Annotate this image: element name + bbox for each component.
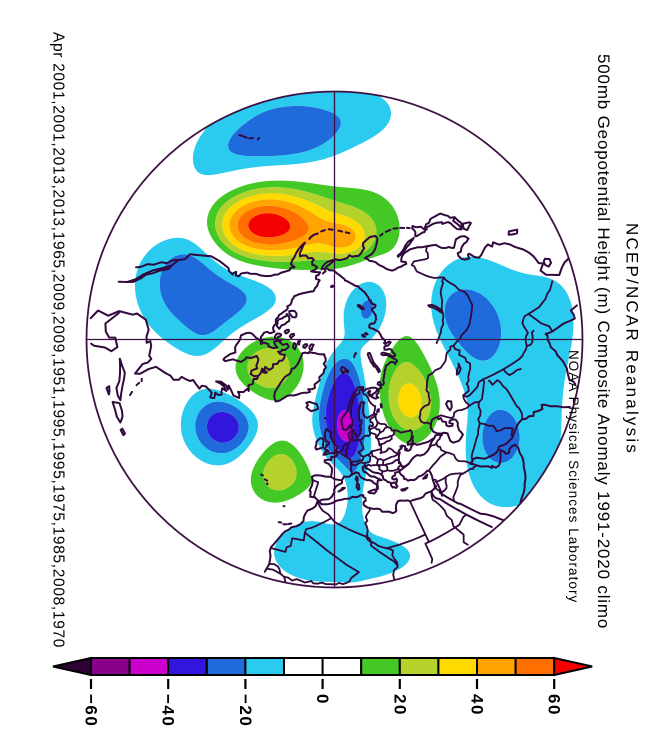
svg-text:20: 20: [390, 694, 409, 716]
svg-text:−20: −20: [236, 694, 255, 727]
svg-text:NOAA Physical Sciences Labo: NOAA Physical Sciences Laboratory: [566, 350, 581, 603]
svg-text:40: 40: [468, 694, 487, 716]
svg-text:0: 0: [313, 694, 332, 705]
svg-text:−60: −60: [82, 694, 101, 727]
svg-text:500mb Geopotential Height (: 500mb Geopotential Height (m) Composite …: [594, 54, 613, 629]
svg-text:NCEP/NCAR Reanalysis: NCEP/NCAR Reanalysis: [623, 223, 642, 455]
svg-text:Apr 2001,2001,2013,2013,1965,: Apr 2001,2001,2013,2013,1965,2009,2009,1…: [50, 32, 67, 648]
svg-text:60: 60: [545, 694, 564, 716]
svg-text:−40: −40: [159, 694, 178, 727]
